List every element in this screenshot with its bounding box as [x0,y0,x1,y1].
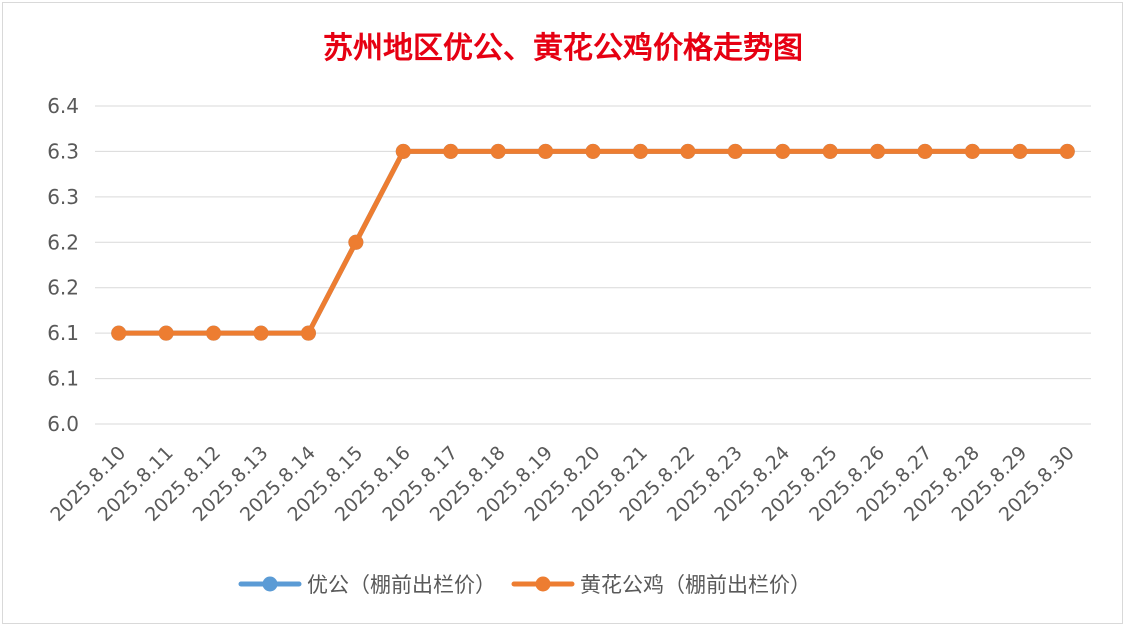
y-tick-label: 6.0 [47,412,79,436]
line-chart: 苏州地区优公、黄花公鸡价格走势图 6.06.16.16.26.26.36.36.… [46,31,1091,597]
data-point [822,143,838,159]
data-point [111,325,127,341]
y-tick-label: 6.2 [47,230,79,254]
x-axis: 2025.8.102025.8.112025.8.122025.8.132025… [46,442,1079,526]
data-point [964,143,980,159]
data-point [538,143,554,159]
data-point [348,234,364,250]
y-tick-label: 6.1 [47,321,79,345]
chart-title: 苏州地区优公、黄花公鸡价格走势图 [323,31,803,66]
data-point [1059,143,1075,159]
series-2 [111,143,1075,341]
data-point [443,143,459,159]
legend-label: 黄花公鸡（棚前出栏价） [580,573,811,597]
data-point [632,143,648,159]
y-tick-label: 6.4 [47,94,79,118]
y-tick-label: 6.3 [47,185,79,209]
data-point [1012,143,1028,159]
data-point [585,143,601,159]
y-tick-label: 6.1 [47,367,79,391]
data-point [775,143,791,159]
data-point [158,325,174,341]
y-tick-label: 6.2 [47,276,79,300]
data-point [870,143,886,159]
data-point [917,143,933,159]
series-layer [111,143,1075,341]
legend-swatch-marker [262,576,278,592]
data-point [253,325,269,341]
legend-swatch-marker [535,576,551,592]
legend-item-1: 优公（棚前出栏价） [238,573,496,597]
legend-item-2: 黄花公鸡（棚前出栏价） [511,573,811,597]
data-point [300,325,316,341]
data-point [680,143,696,159]
data-point [395,143,411,159]
data-point [490,143,506,159]
data-point [206,325,222,341]
y-axis: 6.0 6.1 6.1 6.2 6.2 6.3 6.3 6.4 [47,94,79,436]
legend: 优公（棚前出栏价） 黄花公鸡（棚前出栏价） [238,573,811,597]
legend-label: 优公（棚前出栏价） [307,573,496,597]
data-point [727,143,743,159]
y-tick-label: 6.3 [47,139,79,163]
